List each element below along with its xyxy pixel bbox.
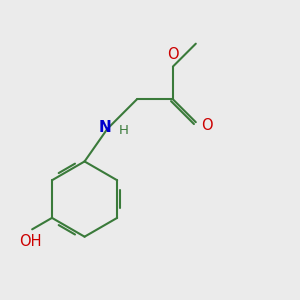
Text: H: H — [119, 124, 129, 137]
Text: O: O — [167, 47, 179, 62]
Text: OH: OH — [19, 234, 42, 249]
Text: N: N — [98, 120, 111, 135]
Text: O: O — [201, 118, 212, 133]
